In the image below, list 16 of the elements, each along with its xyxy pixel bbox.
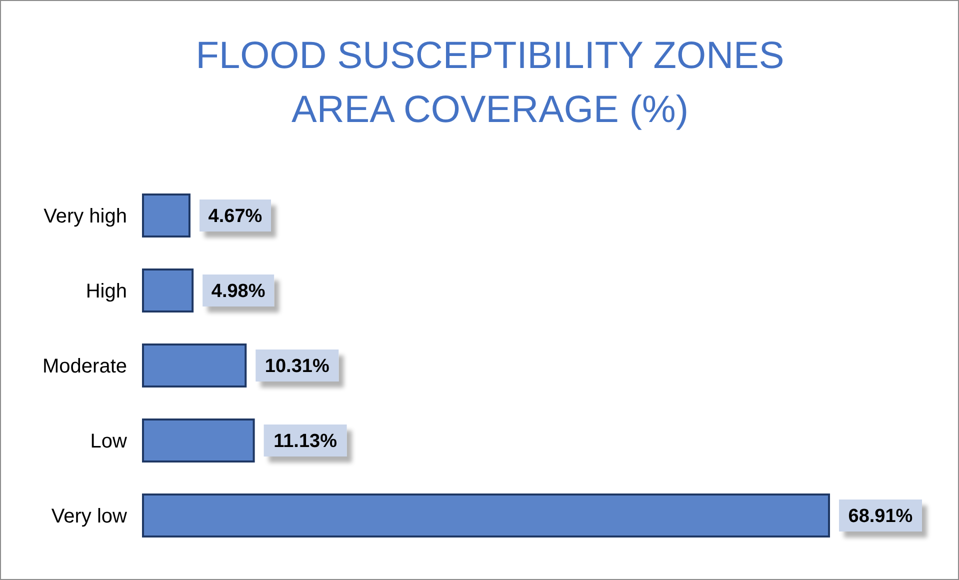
y-tick-label: Low [90,430,128,452]
data-label: 11.13% [274,431,338,452]
data-label: 10.31% [264,356,330,378]
y-tick-label: High [86,280,127,302]
y-tick-label: Moderate [42,356,127,378]
bar [142,194,190,238]
data-label: 68.91% [848,506,913,528]
y-tick-label: Very high [44,206,127,228]
data-label: 4.98% [211,281,266,302]
bar [142,344,247,388]
data-label: 4.67% [208,206,262,228]
chart-title: FLOOD SUSCEPTIBILITY ZONES AREA COVERAGE (%) [196,35,784,131]
bar [142,418,255,462]
y-tick-label: Very low [51,506,128,528]
bar [142,494,830,538]
bar [142,268,194,312]
